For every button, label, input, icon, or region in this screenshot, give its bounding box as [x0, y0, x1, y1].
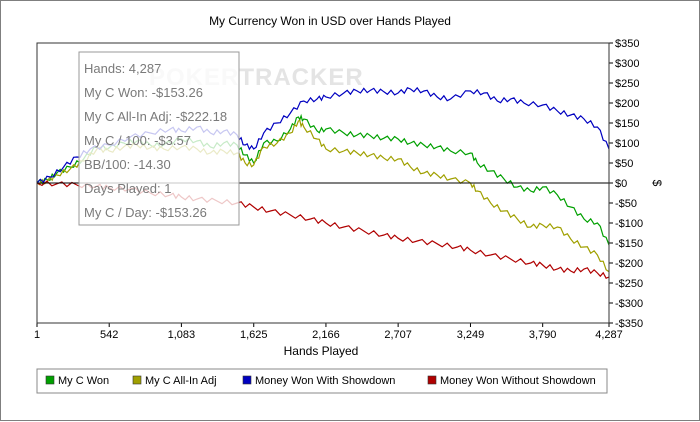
plot-area: [36, 42, 610, 324]
x-tick-label: 1: [34, 329, 40, 341]
y-axis-title: $: [650, 180, 664, 187]
x-tick-label: 1,625: [240, 329, 268, 341]
tooltip-box: [78, 51, 240, 226]
y-tick-label: $250: [615, 78, 639, 90]
tooltip-line: My C / 100: -$3.57: [84, 133, 191, 148]
y-tick-label: $200: [615, 98, 639, 110]
legend-label: Money Won With Showdown: [255, 375, 395, 387]
y-tick-label: -$100: [615, 218, 643, 230]
x-tick-label: 4,287: [595, 329, 623, 341]
x-tick-label: 2,707: [384, 329, 412, 341]
tooltip-line: Hands: 4,287: [84, 61, 161, 76]
legend: My C Won My C All-In Adj Money Won With Sh…: [36, 368, 608, 394]
x-axis: 1 542 1,083 1,625 2,166 2,707 3,249 3,790 4,287: [34, 323, 623, 341]
legend-swatch: [427, 375, 437, 385]
x-tick-label: 2,166: [312, 329, 340, 341]
x-tick-label: 1,083: [168, 329, 196, 341]
x-axis-title: Hands Played: [284, 344, 359, 358]
tooltip-line: BB/100: -14.30: [84, 157, 171, 172]
y-tick-label: $0: [615, 178, 627, 190]
y-tick-label: -$200: [615, 258, 643, 270]
x-tick-label: 3,249: [457, 329, 485, 341]
y-tick-label: $100: [615, 138, 639, 150]
y-tick-label: $150: [615, 118, 639, 130]
chart-title: My Currency Won in USD over Hands Played: [209, 14, 451, 28]
y-tick-label: $350: [615, 38, 639, 50]
tooltip-line: My C / Day: -$153.26: [84, 205, 207, 220]
y-tick-label: -$350: [615, 318, 643, 330]
legend-swatch: [132, 375, 142, 385]
legend-swatch: [242, 375, 252, 385]
legend-label: My C Won: [58, 375, 109, 387]
y-tick-label: -$300: [615, 298, 643, 310]
y-tick-label: -$50: [615, 198, 637, 210]
legend-label: Money Won Without Showdown: [440, 375, 596, 387]
y-axis: $350 $300 $250 $200 $150 $100 $50 $0 -$50 -$100 -$…: [609, 38, 643, 330]
tooltip-line: My C All-In Adj: -$222.18: [84, 109, 227, 124]
x-tick-label: 3,790: [529, 329, 557, 341]
legend-swatch: [45, 375, 55, 385]
y-tick-label: -$250: [615, 278, 643, 290]
x-tick-label: 542: [100, 329, 118, 341]
tooltip-line: My C Won: -$153.26: [84, 85, 203, 100]
legend-box: [36, 368, 608, 394]
legend-label: My C All-In Adj: [145, 375, 217, 387]
y-tick-label: $50: [615, 158, 633, 170]
tooltip: Hands: 4,287 My C Won: -$153.26 My C All-I…: [78, 51, 240, 226]
y-tick-label: -$150: [615, 238, 643, 250]
y-tick-label: $300: [615, 58, 639, 70]
tooltip-line: Days Played: 1: [84, 181, 171, 196]
